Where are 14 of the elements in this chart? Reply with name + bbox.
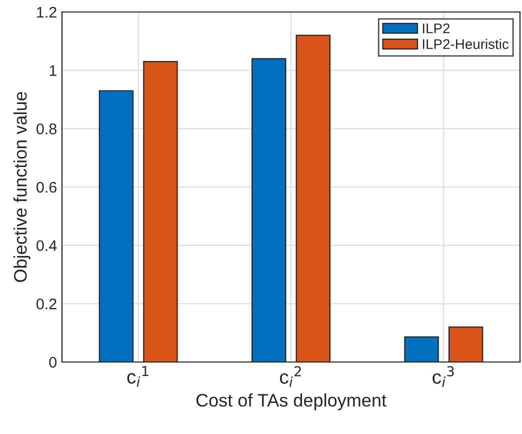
y-tick-label: 1: [50, 65, 56, 76]
legend-label: ILP2: [422, 23, 450, 34]
x-tick-label: c$_{i}$$^{2}$: [280, 366, 301, 387]
x-tick-label: c$_{i}$$^{3}$: [432, 366, 454, 387]
legend-label: ILP2-Heuristic: [422, 38, 509, 50]
y-tick-label: 0.2: [36, 298, 56, 310]
y-tick-label: 0.8: [36, 124, 56, 134]
y-tick-label: 0.6: [36, 182, 56, 193]
x-tick-label: c$_{i}$$^{1}$: [127, 366, 148, 387]
y-tick-label: 0: [49, 356, 57, 368]
y-axis-title: Objective function value: [14, 92, 30, 282]
y-tick-label: 1.2: [37, 6, 56, 18]
x-axis-title: Cost of TAs deployment: [196, 393, 386, 410]
y-tick-label: 0.4: [36, 240, 57, 252]
